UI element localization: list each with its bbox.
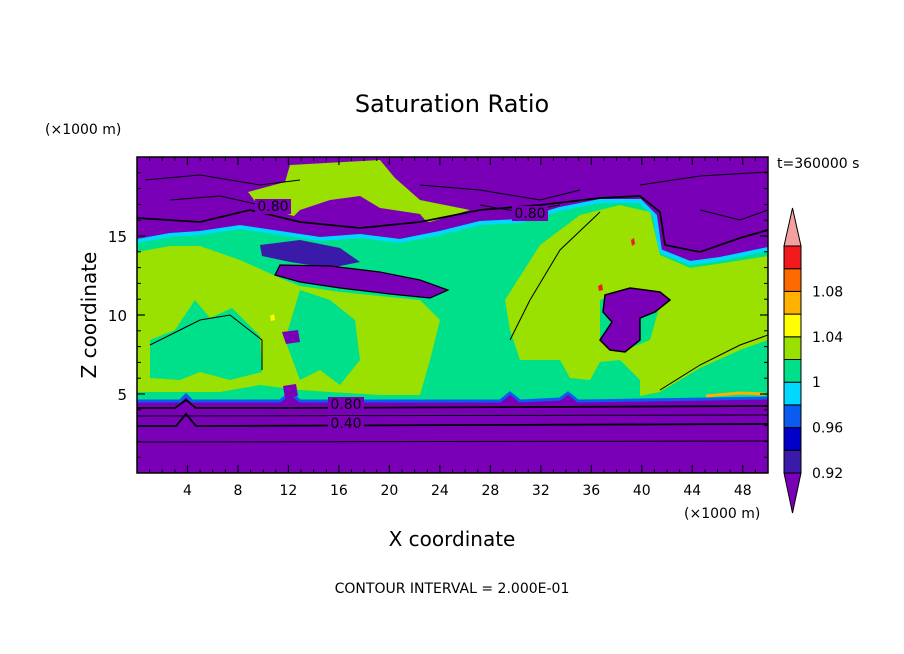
region-purple-cell-tiny [283,384,298,398]
x-tick-label: 12 [280,483,298,499]
contour-label: 0.80 [257,199,288,215]
region-yellow-speck [270,314,275,321]
y-tick-label: 10 [108,307,127,325]
x-unit-label: (×1000 m) [684,506,760,522]
colorbar: 0.92 0.96 1 1.04 1.08 [783,207,843,514]
colorbar-bottom-arrow [783,472,802,514]
contour-label-group: 0.80 0.80 0.80 0.40 [255,199,548,432]
region-teal-gap-1 [150,300,262,380]
colorbar-swatch [783,381,802,406]
contour-top-2 [144,171,768,201]
region-red-speck-1 [631,238,635,246]
colorbar-swatch [783,449,802,474]
region-low-purple [137,394,768,473]
x-tick-label: 24 [431,483,449,499]
region-red-speck-2 [598,284,603,291]
y-tick-label: 5 [117,386,127,404]
x-tick-label: 32 [532,483,550,499]
colorbar-label: 1.04 [812,330,843,346]
region-purple-band-1 [260,240,360,268]
contour-label: 0.40 [330,416,361,432]
time-label: t=360000 s [777,156,859,172]
x-tick-label: 8 [233,483,242,499]
y-axis-label: Z coordinate [77,252,101,379]
chart-title: Saturation Ratio [355,90,549,118]
colorbar-swatch [783,404,802,429]
x-tick-label: 48 [734,483,752,499]
region-teal-gap-2 [285,290,360,385]
region-low-blue-edge [137,391,768,403]
colorbar-swatch [783,268,802,292]
x-tick-label: 40 [633,483,651,499]
contour-low-3 [137,414,768,417]
contour-mid-1 [149,314,263,370]
colorbar-label: 1 [812,375,821,391]
region-orange-edge [705,391,766,398]
colorbar-top-arrow [783,207,802,247]
region-green-upper-1 [248,160,470,222]
contour-band [274,264,450,299]
x-tick-label: 20 [380,483,398,499]
contour-low-2 [137,412,768,427]
y-unit-label: (×1000 m) [45,122,121,138]
colorbar-swatch [783,313,802,338]
colorbar-swatch [783,359,802,383]
contour-label: 0.80 [330,397,361,413]
colorbar-swatch [783,290,802,315]
y-tick-label: 15 [108,228,127,246]
x-tick-label: 4 [183,483,192,499]
region-purple-band-2 [275,265,448,298]
colorbar-label: 0.96 [812,421,843,437]
x-tick-label: 28 [481,483,499,499]
contour-low-4 [137,440,768,443]
contour-cell [599,287,672,353]
region-purple-cell-right [600,288,670,352]
contour-mid-3 [659,334,768,391]
colorbar-swatch [783,336,802,360]
contour-interval-note: CONTOUR INTERVAL = 2.000E-01 [335,581,570,597]
contour-low-1 [137,398,768,409]
colorbar-label: 0.92 [812,466,843,482]
x-tick-label: 44 [683,483,701,499]
contour-label: 0.80 [514,206,545,222]
colorbar-swatch [783,245,802,270]
colorbar-label: 1.08 [812,284,843,300]
colorbar-swatch [783,427,802,451]
x-axis-label: X coordinate [389,527,516,551]
x-tick-label: 16 [330,483,348,499]
x-tick-label: 36 [582,483,600,499]
region-purple-band-3 [290,196,430,232]
region-purple-cell-small [282,330,300,344]
plot-field [137,157,768,473]
contour-mid-2 [509,211,601,341]
region-top-blue-edge [137,199,768,266]
